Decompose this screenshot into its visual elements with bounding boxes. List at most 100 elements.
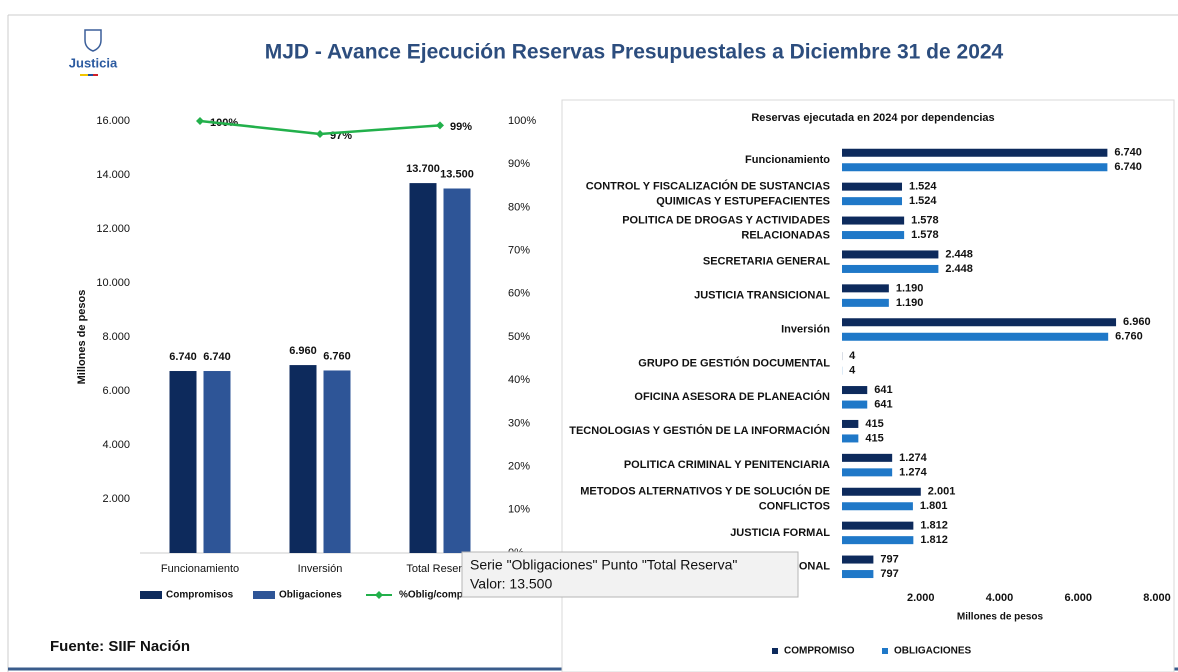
logo-flag [80,74,88,76]
y-tick-label: 6.000 [102,385,130,397]
bar-value-label: 1.274 [899,466,927,478]
bar-value-label: 6.740 [1114,161,1142,173]
line-value-label: 99% [450,121,472,133]
y-tick-label: 8.000 [102,331,130,343]
bar-value-label: 4 [849,350,856,362]
page-title: MJD - Avance Ejecución Reservas Presupue… [265,41,1004,64]
y2-tick-label: 10% [508,504,530,516]
legend-swatch [140,591,162,599]
bar [289,365,317,553]
category-label-line: RELACIONADAS [738,229,830,241]
tooltip-line: Valor: 13.500 [470,576,552,592]
x-tick-label: 8.000 [1143,592,1171,604]
bar [169,371,197,553]
bar [409,183,437,553]
bar-value-label: 1.274 [899,452,927,464]
bar-value-label: 6.960 [1123,316,1151,328]
bar [842,386,868,395]
bar-value-label: 6.740 [169,351,197,363]
y2-tick-label: 80% [508,201,530,213]
category-label: JUSTICIA FORMAL [730,527,830,539]
bar [323,370,351,553]
y2-tick-label: 50% [508,331,530,343]
logo-text: Justicia [69,55,118,70]
bar-value-label: 1.578 [911,229,939,241]
tooltip-line: Serie "Obligaciones" Punto "Total Reserv… [470,557,737,573]
legend-swatch [253,591,275,599]
category-label: Funcionamiento [745,154,830,166]
x-tick-label: 2.000 [907,592,935,604]
x-tick-label: Total Reserva [406,563,474,575]
bar-value-label: 415 [865,418,883,430]
bar [842,555,874,564]
bar [443,188,471,553]
line [199,119,441,136]
bar [842,434,859,443]
bar-value-label: 13.700 [406,163,440,175]
logo-flag [88,74,93,76]
bar [842,231,905,240]
bar [842,216,905,225]
chart-title: Reservas ejecutada en 2024 por dependenc… [751,112,994,124]
bar [842,318,1117,327]
bar [842,400,868,409]
bar [842,468,893,477]
y2-tick-label: 100% [508,115,536,127]
bar-value-label: 6.760 [1115,331,1143,343]
category-label: TECNOLOGIAS Y GESTIÓN DE LA INFORMACIÓN [569,424,830,437]
bar [842,521,914,530]
bar-value-label: 1.524 [909,181,937,193]
bar [842,298,889,307]
bar [842,536,914,545]
bar [842,264,939,273]
category-label: OFICINA ASESORA DE PLANEACIÓN [634,390,830,403]
bar-value-label: 6.740 [1114,147,1142,159]
bar-value-label: 2.448 [945,248,973,260]
legend-marker [375,591,383,599]
category-label: CONTROL Y FISCALIZACIÓN DE SUSTANCIAS QU… [586,179,830,207]
source: Fuente: SIIF Nación [50,638,190,655]
bar [842,487,921,496]
y-tick-label: 12.000 [96,223,130,235]
x-tick-label: 6.000 [1064,592,1092,604]
bar [842,148,1108,157]
legend-label: Obligaciones [279,590,342,601]
bar-value-label: 6.960 [289,345,317,357]
category-label: Inversión [781,323,830,335]
legend-label: OBLIGACIONES [894,646,972,657]
y2-tick-label: 40% [508,374,530,386]
bar-value-label: 2.001 [928,486,956,498]
bar-value-label: 1.524 [909,195,937,207]
category-label: POLITICA CRIMINAL Y PENITENCIARIA [624,459,830,471]
category-label: METODOS ALTERNATIVOS Y DE SOLUCIÓN DE CO… [580,484,830,512]
category-label-line: METODOS ALTERNATIVOS Y DE SOLUCIÓN DE [580,484,830,497]
bar-value-label: 2.448 [945,263,973,275]
bar-value-label: 1.812 [920,534,948,546]
y2-tick-label: 70% [508,245,530,257]
bar-value-label: 1.812 [920,520,948,532]
category-label-line: QUIMICAS Y ESTUPEFACIENTES [653,195,830,207]
bar [203,371,231,553]
bar [842,197,903,206]
bar [842,419,859,428]
y-axis-label: Millones de pesos [76,290,88,385]
bar [842,182,903,191]
x-axis-label: Millones de pesos [957,612,1044,623]
y2-tick-label: 60% [508,288,530,300]
bar-value-label: 6.740 [203,351,231,363]
tooltip-box [461,551,799,598]
y-tick-label: 2.000 [102,493,130,505]
x-tick-label: Inversión [298,563,343,575]
category-label-line: CONTROL Y FISCALIZACIÓN DE SUSTANCIAS [586,179,830,192]
category-label: POLITICA DE DROGAS Y ACTIVIDADES RELACIO… [622,214,830,241]
category-label: SECRETARIA GENERAL [703,256,830,268]
bar [842,570,874,579]
logo [80,29,102,76]
bar-value-label: 1.190 [896,297,924,309]
bar-value-label: 415 [865,432,883,444]
bar-value-label: 641 [874,398,892,410]
category-label-line: POLITICA DE DROGAS Y ACTIVIDADES [622,214,830,226]
bar-value-label: 1.190 [896,282,924,294]
logo-shield [84,29,102,52]
